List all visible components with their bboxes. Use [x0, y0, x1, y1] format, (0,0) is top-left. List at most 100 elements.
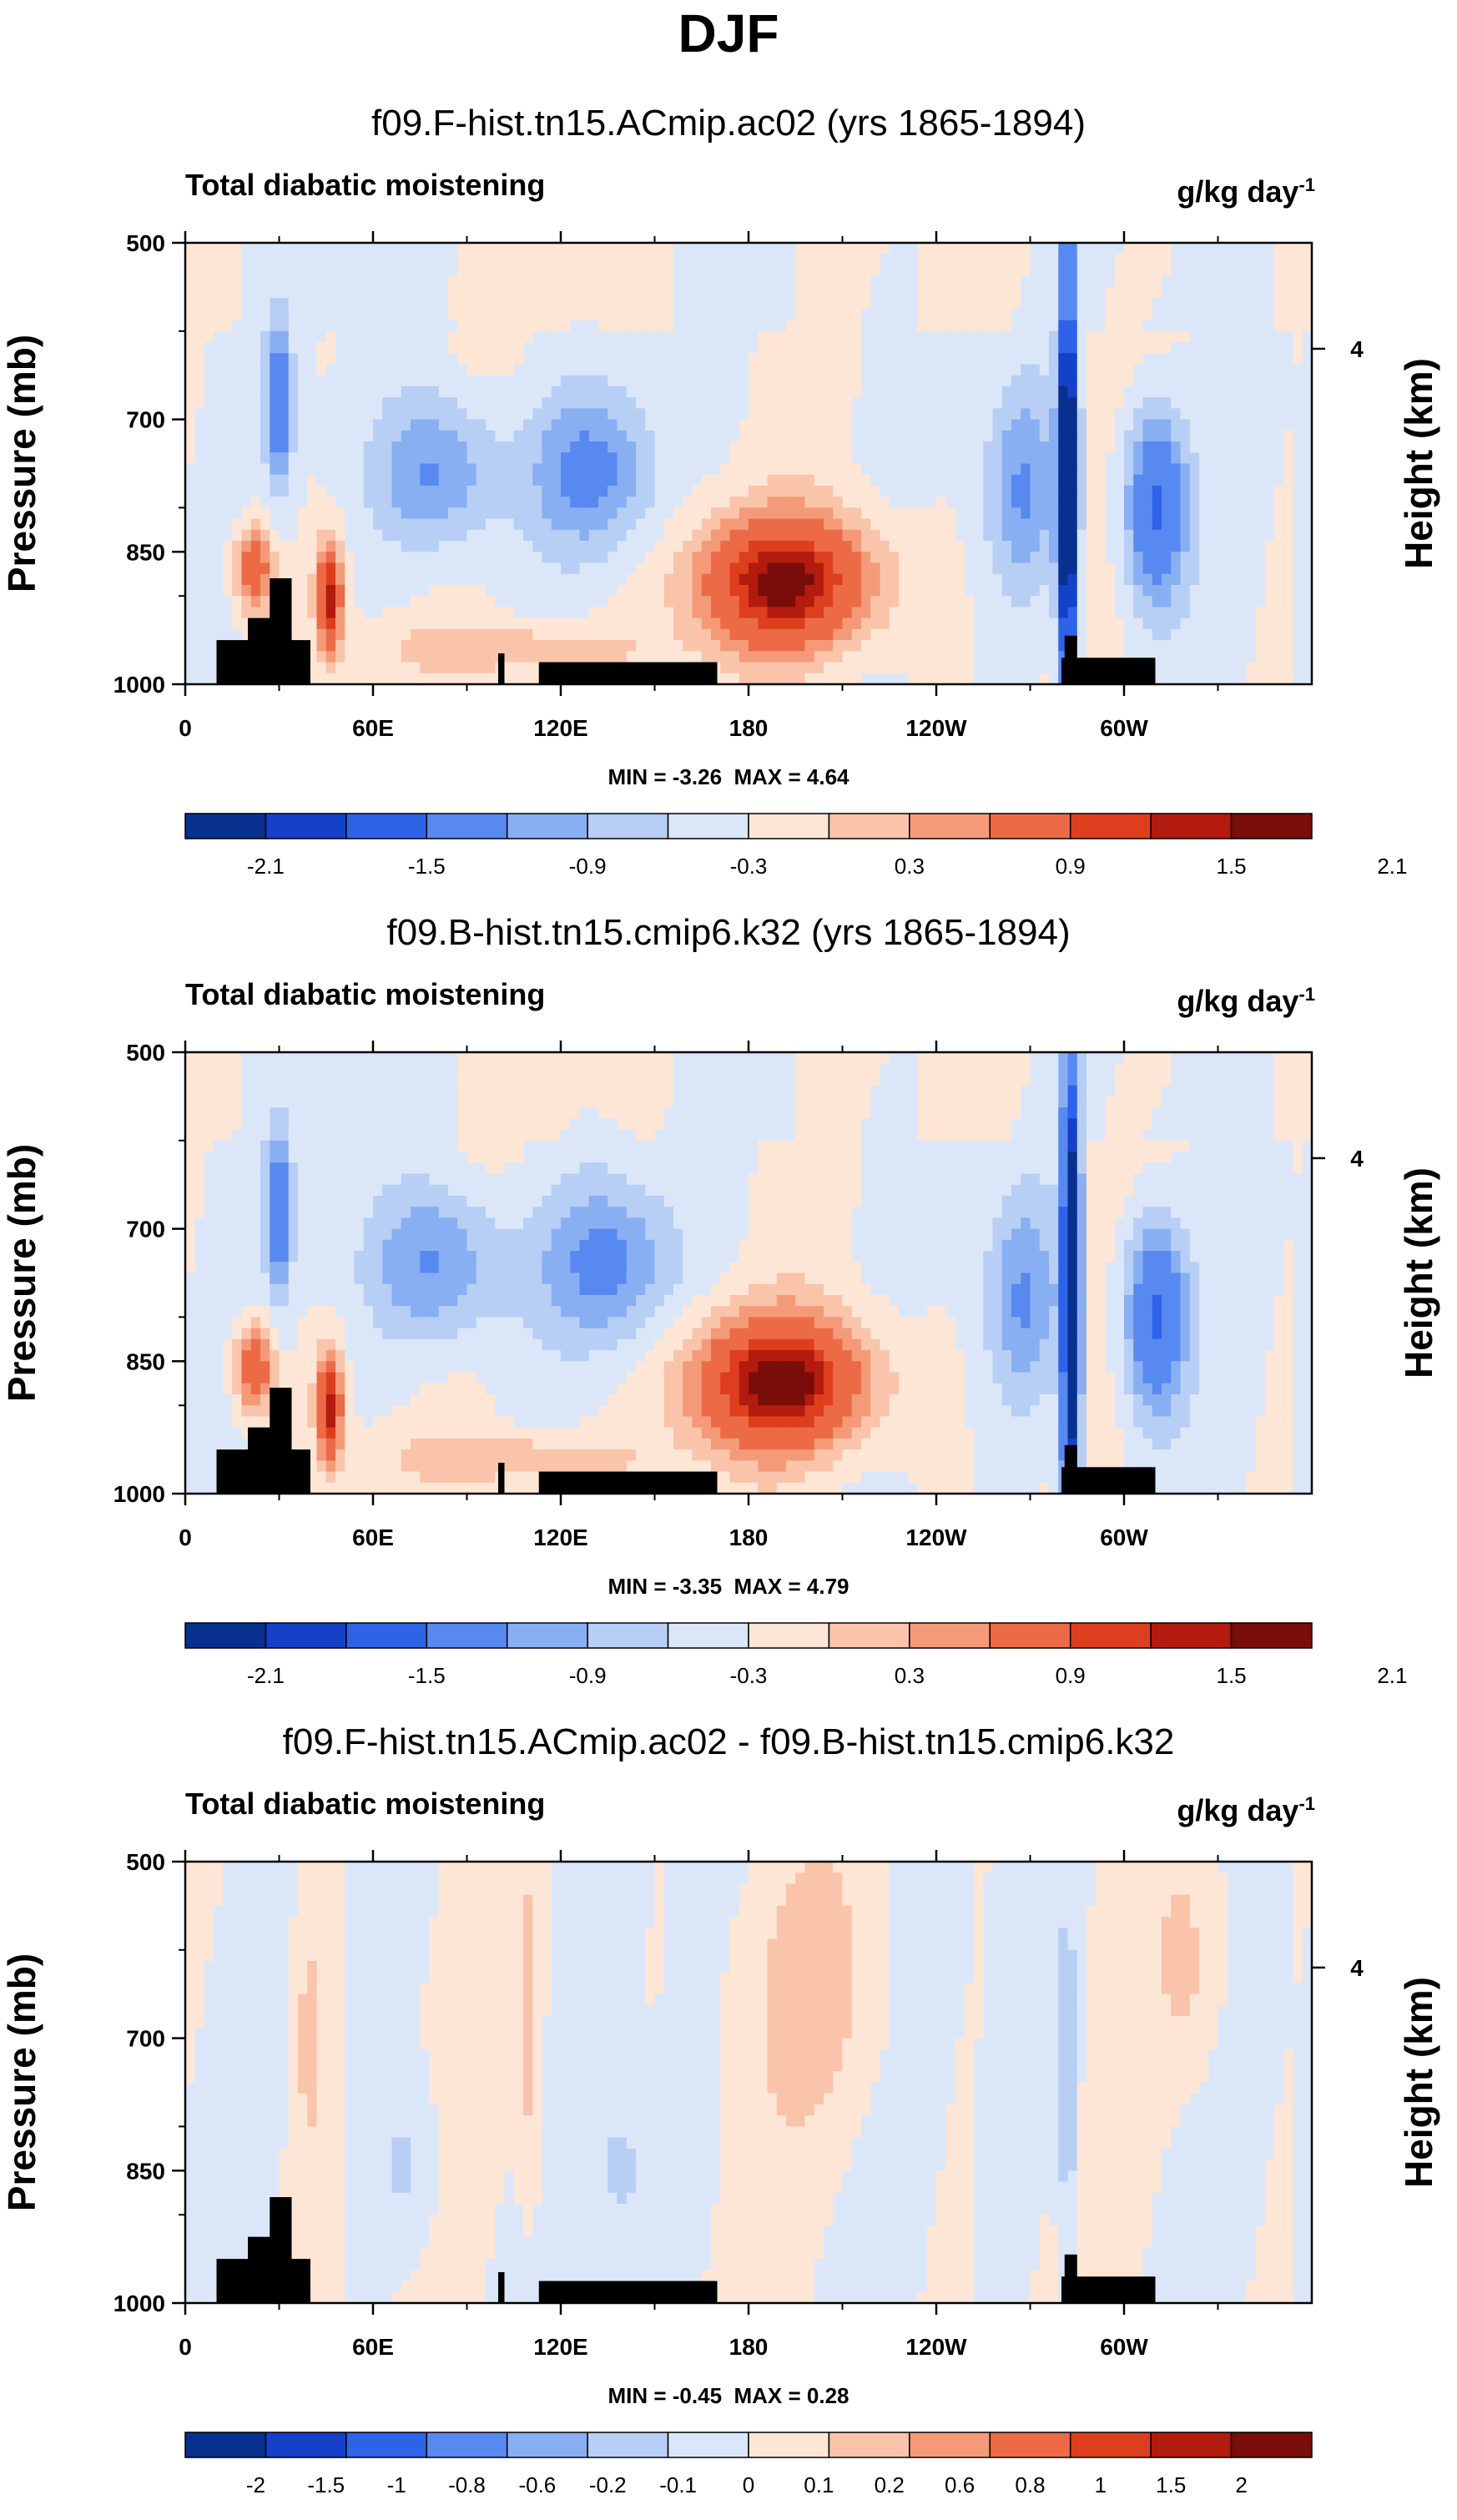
heatmap-cell	[514, 375, 524, 387]
heatmap-cell	[1162, 574, 1172, 586]
heatmap-cell	[1199, 309, 1209, 320]
heatmap-cell	[1208, 431, 1218, 442]
heatmap-cell	[495, 298, 505, 310]
heatmap-cell	[1143, 629, 1153, 641]
heatmap-cell	[580, 320, 590, 332]
heatmap-cell	[194, 408, 204, 420]
heatmap-cell	[214, 441, 224, 453]
heatmap-cell	[561, 309, 571, 320]
heatmap-cell	[542, 607, 552, 618]
heatmap-cell	[786, 651, 796, 663]
heatmap-cell	[373, 375, 383, 387]
heatmap-cell	[852, 607, 862, 618]
heatmap-cell	[505, 530, 515, 542]
heatmap-cell	[580, 475, 590, 486]
heatmap-cell	[448, 386, 458, 398]
heatmap-cell	[974, 530, 984, 542]
heatmap-cell	[542, 254, 552, 265]
heatmap-cell	[1274, 585, 1284, 597]
heatmap-cell	[720, 663, 730, 674]
heatmap-cell	[448, 342, 458, 354]
heatmap-cell	[795, 464, 805, 476]
heatmap-cell	[1143, 464, 1153, 476]
heatmap-cell	[983, 298, 993, 310]
heatmap-cell	[852, 276, 862, 288]
heatmap-cell	[945, 475, 955, 486]
heatmap-cell	[382, 530, 392, 542]
heatmap-cell	[965, 552, 975, 563]
colorbar-swatch	[185, 814, 265, 839]
heatmap-cell	[805, 651, 815, 663]
heatmap-cell	[532, 452, 542, 464]
heatmap-cell	[364, 420, 374, 431]
heatmap-cell	[204, 254, 214, 265]
heatmap-cell	[927, 364, 937, 375]
heatmap-cell	[983, 386, 993, 398]
heatmap-cell	[702, 298, 712, 310]
heatmap-cell	[251, 507, 261, 519]
heatmap-cell	[476, 629, 487, 641]
heatmap-cell	[420, 596, 430, 607]
heatmap-cell	[983, 441, 993, 453]
heatmap-cell	[382, 276, 392, 288]
heatmap-cell	[242, 452, 252, 464]
heatmap-cell	[965, 629, 975, 641]
heatmap-cell	[1171, 420, 1181, 431]
heatmap-cell	[355, 519, 365, 531]
heatmap-cell	[251, 364, 261, 375]
heatmap-cell	[824, 475, 834, 486]
heatmap-cell	[420, 287, 430, 299]
heatmap-cell	[194, 486, 204, 497]
heatmap-cell	[1143, 243, 1153, 255]
heatmap-cell	[1124, 475, 1134, 486]
heatmap-cell	[194, 574, 204, 586]
heatmap-cell	[702, 607, 712, 618]
heatmap-cell	[430, 673, 440, 685]
heatmap-cell	[251, 298, 261, 310]
heatmap-cell	[627, 243, 637, 255]
heatmap-cell	[945, 486, 955, 497]
heatmap-cell	[795, 486, 805, 497]
heatmap-cell	[1265, 298, 1275, 310]
heatmap-cell	[749, 298, 759, 310]
heatmap-cell	[1283, 475, 1293, 486]
heatmap-cell	[345, 386, 355, 398]
heatmap-cell	[523, 298, 533, 310]
heatmap-cell	[1077, 287, 1087, 299]
heatmap-cell	[824, 530, 834, 542]
heatmap-cell	[204, 629, 214, 641]
heatmap-cell	[1162, 375, 1172, 387]
heatmap-cell	[927, 541, 937, 552]
heatmap-cell	[786, 585, 796, 597]
heatmap-cell	[693, 563, 703, 575]
heatmap-cell	[1115, 496, 1125, 508]
heatmap-cell	[1058, 452, 1068, 464]
heatmap-cell	[1246, 563, 1256, 575]
heatmap-cell	[645, 607, 655, 618]
heatmap-cell	[270, 331, 280, 343]
heatmap-cell	[824, 640, 834, 652]
heatmap-cell	[927, 618, 937, 630]
heatmap-cell	[1237, 486, 1247, 497]
heatmap-cell	[598, 276, 608, 288]
heatmap-cell	[523, 431, 533, 442]
heatmap-cell	[805, 431, 815, 442]
heatmap-cell	[1086, 519, 1097, 531]
heatmap-cell	[974, 364, 984, 375]
heatmap-cell	[486, 607, 496, 618]
heatmap-cell	[608, 640, 618, 652]
heatmap-cell	[965, 243, 975, 255]
heatmap-cell	[335, 541, 345, 552]
heatmap-cell	[805, 486, 815, 497]
heatmap-cell	[185, 1086, 195, 1097]
heatmap-cell	[1162, 364, 1172, 375]
heatmap-cell	[1265, 397, 1275, 409]
heatmap-cell	[993, 585, 1003, 597]
heatmap-cell	[542, 574, 552, 586]
heatmap-cell	[627, 441, 637, 453]
heatmap-cell	[861, 431, 871, 442]
heatmap-cell	[194, 530, 204, 542]
heatmap-cell	[720, 673, 730, 685]
heatmap-cell	[683, 574, 693, 586]
heatmap-cell	[1246, 507, 1256, 519]
